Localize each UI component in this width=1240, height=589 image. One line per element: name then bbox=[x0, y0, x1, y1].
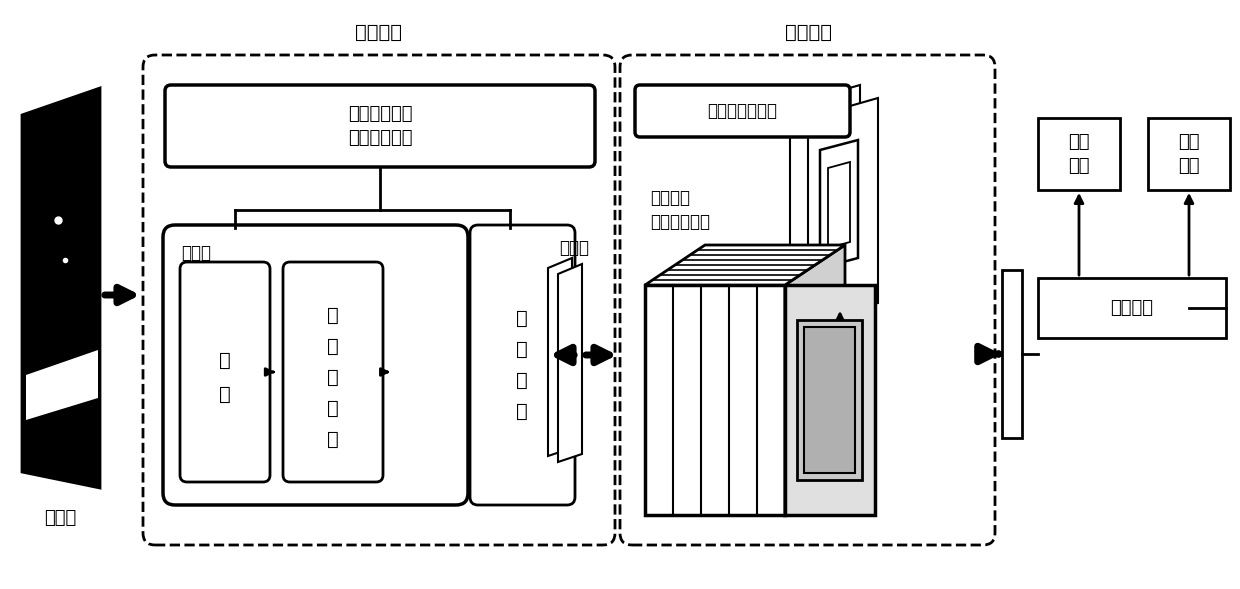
FancyBboxPatch shape bbox=[470, 225, 575, 505]
FancyBboxPatch shape bbox=[162, 225, 467, 505]
Text: 裂缝
定位: 裂缝 定位 bbox=[1178, 133, 1200, 176]
Text: 卷
积: 卷 积 bbox=[219, 350, 231, 403]
Polygon shape bbox=[548, 258, 572, 456]
FancyBboxPatch shape bbox=[283, 262, 383, 482]
FancyBboxPatch shape bbox=[165, 85, 595, 167]
Bar bbox=[1038, 278, 1226, 338]
Polygon shape bbox=[790, 85, 861, 308]
Bar bbox=[1038, 118, 1120, 190]
Bar bbox=[804, 327, 856, 473]
Text: 一级网络: 一级网络 bbox=[356, 22, 403, 41]
Text: 循环：: 循环： bbox=[181, 244, 211, 262]
Text: 裂缝
分级: 裂缝 分级 bbox=[1068, 133, 1090, 176]
Text: 最
大
值
池
化: 最 大 值 池 化 bbox=[327, 306, 339, 448]
Polygon shape bbox=[558, 264, 582, 462]
Text: 全连接层: 全连接层 bbox=[1111, 299, 1153, 317]
FancyBboxPatch shape bbox=[180, 262, 270, 482]
Polygon shape bbox=[22, 88, 100, 488]
Bar bbox=[1002, 270, 1022, 438]
Polygon shape bbox=[820, 140, 858, 268]
Polygon shape bbox=[645, 245, 844, 285]
Polygon shape bbox=[785, 285, 875, 515]
Text: 采样图: 采样图 bbox=[43, 509, 76, 527]
FancyBboxPatch shape bbox=[635, 85, 849, 137]
Polygon shape bbox=[808, 98, 878, 321]
Bar bbox=[645, 285, 785, 515]
Text: 二级网络: 二级网络 bbox=[785, 22, 832, 41]
FancyBboxPatch shape bbox=[620, 55, 994, 545]
Polygon shape bbox=[785, 245, 844, 515]
Text: 多尺度框
与目标重叠率: 多尺度框 与目标重叠率 bbox=[650, 188, 711, 231]
Bar bbox=[1148, 118, 1230, 190]
FancyBboxPatch shape bbox=[143, 55, 615, 545]
Polygon shape bbox=[26, 350, 98, 420]
Text: 背景残差网络
特征提取网络: 背景残差网络 特征提取网络 bbox=[347, 104, 412, 147]
Bar bbox=[797, 320, 862, 480]
Text: 候选框推荐网络: 候选框推荐网络 bbox=[707, 102, 777, 120]
Polygon shape bbox=[828, 162, 849, 248]
Text: 平
均
池
化: 平 均 池 化 bbox=[516, 309, 528, 421]
Text: 特征图: 特征图 bbox=[559, 239, 589, 257]
